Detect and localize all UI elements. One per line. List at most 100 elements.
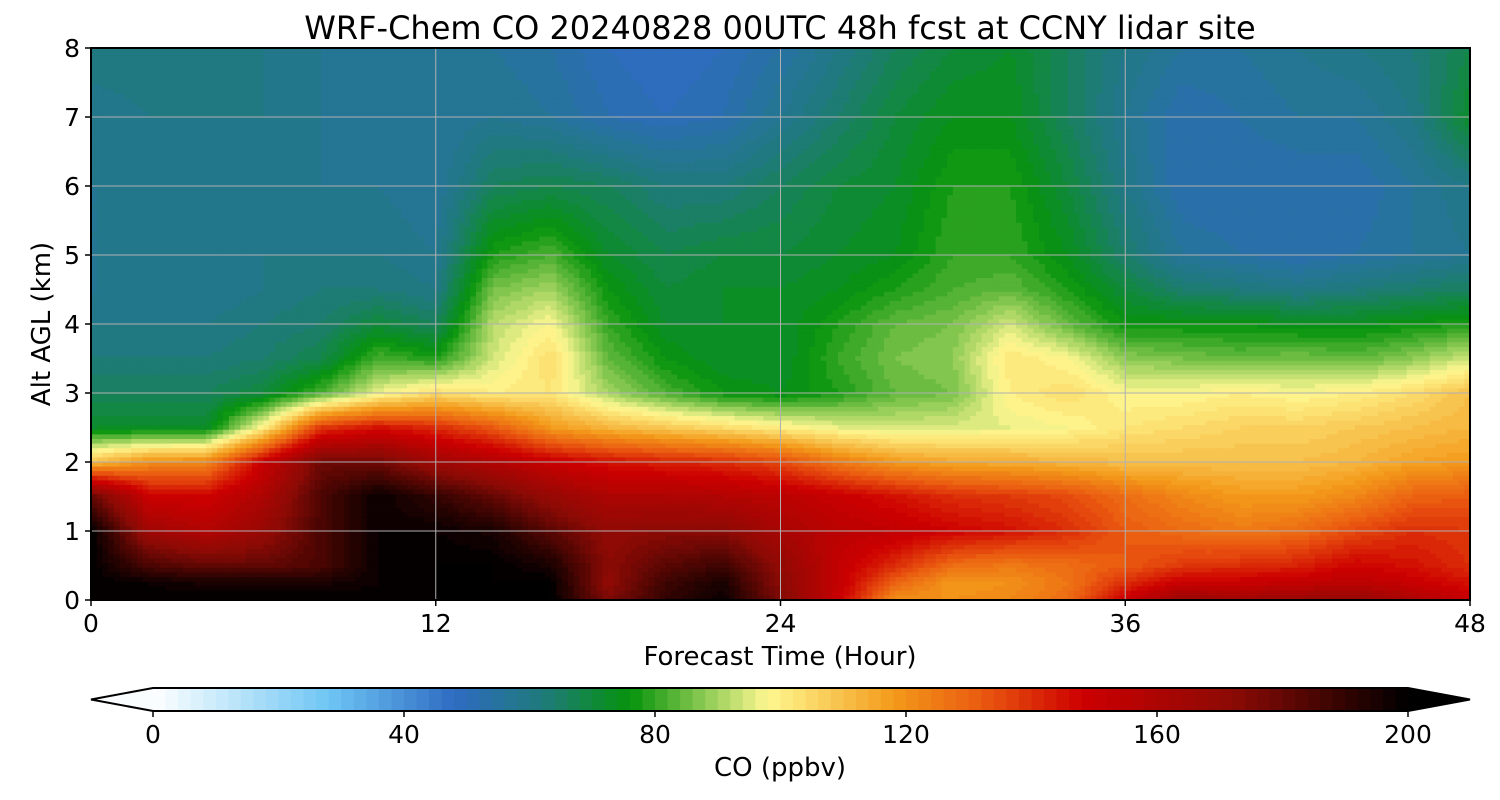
contour-cell (849, 57, 855, 62)
contour-cell (332, 53, 338, 58)
contour-cell (637, 57, 643, 62)
contour-cell (976, 62, 982, 67)
contour-cell (160, 57, 166, 62)
contour-cell (1217, 57, 1223, 62)
contour-cell (137, 53, 143, 58)
chart-title: WRF-Chem CO 20240828 00UTC 48h fcst at C… (304, 9, 1255, 47)
contour-cell (436, 57, 442, 62)
contour-cell (1022, 53, 1028, 58)
contour-cell (177, 62, 183, 67)
contour-cell (1447, 57, 1453, 62)
contour-cell (194, 53, 200, 58)
contour-cell (223, 53, 229, 58)
contour-cell (396, 53, 402, 58)
contour-cell (510, 62, 516, 67)
contour-cell (809, 57, 815, 62)
contour-cell (482, 62, 488, 67)
contour-cell (1321, 53, 1327, 58)
contour-chart: WRF-Chem CO 20240828 00UTC 48h fcst at C… (0, 0, 1500, 800)
contour-cell (1436, 53, 1442, 58)
contour-cell (735, 57, 741, 62)
contour-cell (258, 57, 264, 62)
contour-cell (763, 53, 769, 58)
contour-cell (424, 53, 430, 58)
contour-cell (459, 53, 465, 58)
contour-cell (269, 57, 275, 62)
contour-cell (442, 57, 448, 62)
contour-cell (1206, 53, 1212, 58)
contour-cell (1142, 53, 1148, 58)
contour-cell (723, 53, 729, 58)
contour-cell (591, 57, 597, 62)
contour-cell (861, 53, 867, 58)
contour-cell (390, 62, 396, 67)
contour-cell (487, 53, 493, 58)
contour-cell (815, 62, 821, 67)
contour-cell (396, 57, 402, 62)
contour-cell (252, 57, 258, 62)
contour-cell (1424, 53, 1430, 58)
contour-cell (212, 57, 218, 62)
contour-cell (861, 57, 867, 62)
contour-cell (918, 62, 924, 67)
contour-cell (1005, 57, 1011, 62)
contour-cell (1206, 57, 1212, 62)
contour-cell (275, 57, 281, 62)
contour-cell (229, 62, 235, 67)
contour-cell (654, 53, 660, 58)
contour-cell (464, 57, 470, 62)
contour-cell (1160, 53, 1166, 58)
contour-cell (671, 57, 677, 62)
contour-cell (419, 53, 425, 58)
contour-cell (729, 62, 735, 67)
contour-cell (579, 57, 585, 62)
contour-cell (545, 57, 551, 62)
contour-cell (332, 62, 338, 67)
contour-cell (1447, 53, 1453, 58)
contour-cell (1039, 57, 1045, 62)
contour-cell (1045, 53, 1051, 58)
contour-cell (712, 53, 718, 58)
contour-cell (1125, 57, 1131, 62)
contour-cell (453, 53, 459, 58)
contour-cell (895, 57, 901, 62)
contour-cell (614, 53, 620, 58)
contour-cell (206, 57, 212, 62)
contour-cell (154, 53, 160, 58)
contour-cell (838, 53, 844, 58)
contour-cell (1252, 53, 1258, 58)
contour-cell (1395, 57, 1401, 62)
contour-cell (1246, 53, 1252, 58)
contour-cell (206, 62, 212, 67)
contour-cell (1378, 53, 1384, 58)
contour-cell (1326, 53, 1332, 58)
contour-cell (453, 57, 459, 62)
contour-cell (419, 62, 425, 67)
contour-cell (1292, 53, 1298, 58)
contour-cell (459, 57, 465, 62)
contour-cell (1280, 57, 1286, 62)
contour-cell (803, 62, 809, 67)
contour-cell (872, 53, 878, 58)
contour-cell (884, 57, 890, 62)
contour-cell (1436, 57, 1442, 62)
contour-cell (597, 57, 603, 62)
contour-cell (562, 57, 568, 62)
contour-cell (263, 57, 269, 62)
contour-cell (171, 57, 177, 62)
contour-cell (832, 53, 838, 58)
contour-cell (235, 53, 241, 58)
contour-cell (1275, 57, 1281, 62)
contour-cell (660, 53, 666, 58)
contour-cell (309, 53, 315, 58)
contour-cell (166, 62, 172, 67)
contour-cell (1148, 53, 1154, 58)
contour-cell (964, 53, 970, 58)
contour-cell (1016, 57, 1022, 62)
contour-cell (1286, 53, 1292, 58)
contour-cell (740, 57, 746, 62)
contour-cell (189, 57, 195, 62)
contour-cell (717, 57, 723, 62)
contour-cell (1160, 57, 1166, 62)
contour-cell (1177, 57, 1183, 62)
